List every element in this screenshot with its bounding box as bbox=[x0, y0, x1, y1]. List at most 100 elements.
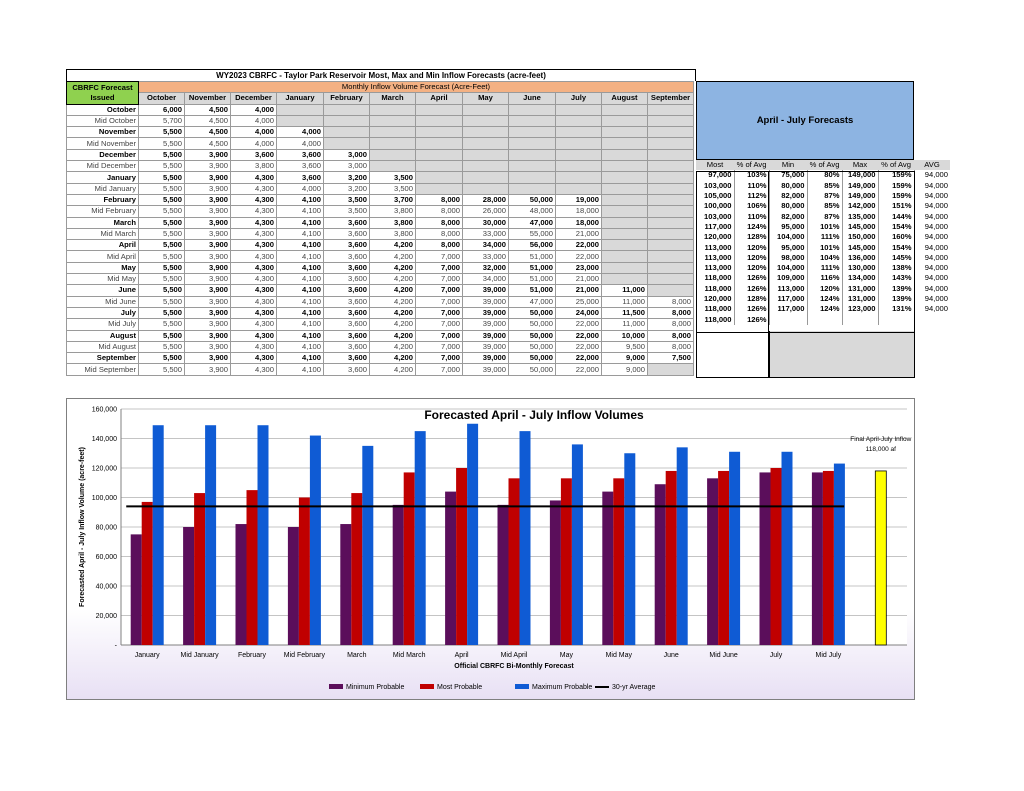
bar-most-probable bbox=[560, 478, 572, 645]
column-header: August bbox=[601, 92, 648, 105]
aj-row: 113,000 120% 104,000 111% 130,000 138% 94,000 bbox=[696, 262, 950, 274]
table-cell: 5,500 bbox=[138, 273, 185, 286]
table-cell: 4,300 bbox=[230, 295, 277, 308]
bar-minimum-probable bbox=[654, 484, 666, 645]
table-cell bbox=[647, 114, 694, 128]
bar-most-probable bbox=[456, 468, 468, 645]
row-label: March bbox=[66, 216, 139, 229]
table-cell: 7,000 bbox=[415, 250, 463, 263]
legend-swatch bbox=[420, 684, 434, 689]
row-label: October bbox=[66, 103, 139, 116]
table-cell: 5,500 bbox=[138, 318, 185, 331]
table-cell: 3,500 bbox=[369, 171, 416, 184]
aj-cell: 82,000 bbox=[769, 211, 808, 222]
aj-cell bbox=[769, 314, 808, 325]
table-cell: 4,000 bbox=[230, 126, 277, 139]
aj-cell: 103% bbox=[734, 170, 770, 181]
aj-cell: 101% bbox=[807, 221, 843, 233]
table-cell: 8,000 bbox=[647, 318, 694, 331]
table-row: Mid May 5,500 3,900 4,300 4,100 3,600 4,200 7,0… bbox=[66, 273, 694, 286]
aj-cell: 118,000 bbox=[696, 273, 735, 284]
table-cell: 4,100 bbox=[276, 295, 324, 308]
bar-minimum-probable bbox=[445, 491, 457, 645]
table-cell bbox=[415, 148, 463, 162]
bar-minimum-probable bbox=[340, 524, 352, 645]
table-cell: 7,000 bbox=[415, 363, 463, 376]
aj-cell: 113,000 bbox=[696, 262, 735, 274]
aj-cell: 126% bbox=[734, 314, 770, 325]
aj-cell: 101% bbox=[807, 242, 843, 253]
aj-cell: 149,000 bbox=[842, 190, 879, 202]
row-label: November bbox=[66, 126, 139, 139]
aj-cell: 94,000 bbox=[914, 232, 950, 243]
aj-cell: 94,000 bbox=[914, 221, 950, 233]
aj-cell: 139% bbox=[878, 293, 915, 305]
table-cell: 6,000 bbox=[138, 103, 185, 116]
table-cell: 5,500 bbox=[138, 216, 185, 229]
table-row: Mid March 5,500 3,900 4,300 4,100 3,600 3,800 8… bbox=[66, 227, 694, 241]
table-cell: 5,500 bbox=[138, 284, 185, 297]
aj-cell: 120,000 bbox=[696, 293, 735, 305]
aj-cell: 116% bbox=[807, 273, 843, 284]
table-cell: 50,000 bbox=[508, 193, 556, 207]
aj-cell: 117,000 bbox=[696, 221, 735, 233]
table-cell bbox=[647, 103, 694, 116]
table-cell: 3,900 bbox=[184, 227, 231, 241]
table-cell bbox=[601, 205, 648, 218]
legend-swatch bbox=[515, 684, 529, 689]
aj-cell: 118,000 bbox=[696, 304, 735, 315]
aj-cell: 134,000 bbox=[842, 273, 879, 284]
column-header: April bbox=[415, 92, 463, 105]
table-row: Mid February 5,500 3,900 4,300 4,100 3,500 3,8… bbox=[66, 205, 694, 218]
aj-column-header: AVG bbox=[914, 160, 950, 171]
table-cell bbox=[555, 114, 602, 128]
inflow-bar-chart: - 20,000 40,000 60,000 80,000 100,000 120,000 1… bbox=[79, 407, 912, 692]
row-label: May bbox=[66, 261, 139, 275]
table-cell: 3,600 bbox=[323, 261, 370, 275]
table-cell: 4,100 bbox=[276, 284, 324, 297]
table-cell: 3,700 bbox=[369, 193, 416, 207]
table-cell: 11,000 bbox=[601, 318, 648, 331]
table-cell bbox=[647, 193, 694, 207]
table-cell: 4,100 bbox=[276, 329, 324, 342]
column-header: February bbox=[323, 92, 370, 105]
aj-cell: 94,000 bbox=[914, 273, 950, 284]
aj-cell: 113,000 bbox=[769, 283, 808, 294]
table-cell bbox=[462, 148, 509, 162]
table-cell: 5,500 bbox=[138, 182, 185, 195]
table-cell bbox=[555, 171, 602, 184]
table-cell: 3,500 bbox=[323, 205, 370, 218]
aj-cell: 97,000 bbox=[696, 170, 735, 181]
table-cell bbox=[647, 261, 694, 275]
table-cell: 3,600 bbox=[323, 273, 370, 286]
aj-cell: 123,000 bbox=[842, 304, 879, 315]
table-cell: 26,000 bbox=[462, 205, 509, 218]
table-cell: 3,900 bbox=[184, 363, 231, 376]
table-cell: 4,000 bbox=[276, 137, 324, 150]
x-tick-label: May bbox=[560, 652, 574, 659]
bar-maximum-probable bbox=[257, 425, 269, 645]
table-cell bbox=[555, 182, 602, 195]
table-cell: 21,000 bbox=[555, 284, 602, 297]
aj-cell: 117,000 bbox=[769, 304, 808, 315]
aj-row: 118,000 126% bbox=[696, 314, 950, 325]
aj-cell: 112% bbox=[734, 190, 770, 202]
table-cell: 5,500 bbox=[138, 340, 185, 354]
table-cell: 32,000 bbox=[462, 261, 509, 275]
table-cell bbox=[601, 148, 648, 162]
table-cell bbox=[462, 182, 509, 195]
aj-cell: 135,000 bbox=[842, 211, 879, 222]
table-cell: 4,300 bbox=[230, 306, 277, 320]
table-cell: 18,000 bbox=[555, 205, 602, 218]
table-cell: 3,900 bbox=[184, 273, 231, 286]
aj-cell: 126% bbox=[734, 304, 770, 315]
table-cell: 33,000 bbox=[462, 227, 509, 241]
table-cell: 3,900 bbox=[184, 160, 231, 173]
table-cell: 4,500 bbox=[184, 103, 231, 116]
table-cell bbox=[601, 171, 648, 184]
table-row: December 5,500 3,900 3,600 3,600 3,000 bbox=[66, 148, 694, 162]
table-row: Mid October 5,700 4,500 4,000 bbox=[66, 114, 694, 128]
aj-cell bbox=[807, 314, 843, 325]
table-cell: 4,300 bbox=[230, 329, 277, 342]
aj-cell: 100,000 bbox=[696, 201, 735, 212]
